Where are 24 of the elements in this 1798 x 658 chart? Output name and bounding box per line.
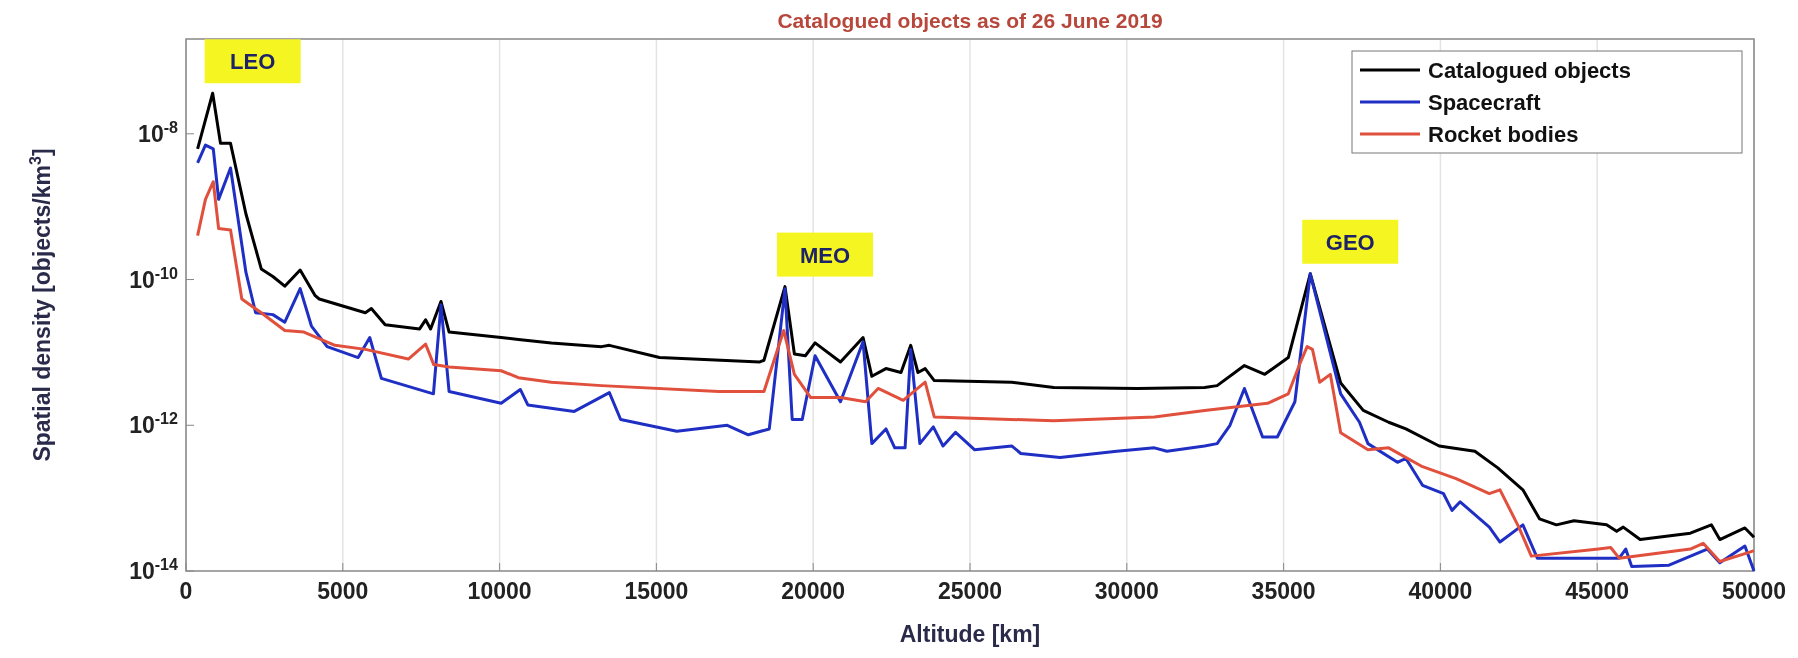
x-tick-label: 25000 (938, 578, 1002, 604)
x-tick-label: 10000 (467, 578, 532, 604)
x-tick-label: 20000 (781, 578, 846, 604)
x-tick-label: 15000 (624, 578, 689, 604)
annotation: MEO (799, 242, 851, 268)
legend-label: Spacecraft (1428, 90, 1542, 115)
x-tick-label: 45000 (1565, 578, 1630, 604)
annotation: LEO (230, 49, 276, 75)
x-tick-label: 50000 (1722, 578, 1786, 604)
x-tick-label: 5000 (317, 578, 369, 604)
y-tick-label: 10$^{-12}$ (129, 409, 179, 439)
chart-title: Catalogued objects as of 26 June 2019 (777, 9, 1163, 32)
legend-label: Catalogued objects (1428, 58, 1631, 83)
x-tick-label: 40000 (1408, 578, 1473, 604)
x-axis-title: Altitude [km] (899, 621, 1041, 647)
y-tick-label: 10$^{-10}$ (129, 263, 179, 293)
x-tick-label: 35000 (1251, 578, 1316, 604)
x-tick-label: 0 (179, 578, 193, 604)
legend-label: Rocket bodies (1428, 122, 1579, 147)
y-tick-label: 10$^{-8}$ (138, 117, 179, 147)
y-tick-label: 10$^{-14}$ (129, 555, 179, 584)
line-series (196, 91, 1756, 542)
annotation: GEO (1325, 229, 1375, 255)
x-tick-label: 30000 (1094, 578, 1159, 604)
